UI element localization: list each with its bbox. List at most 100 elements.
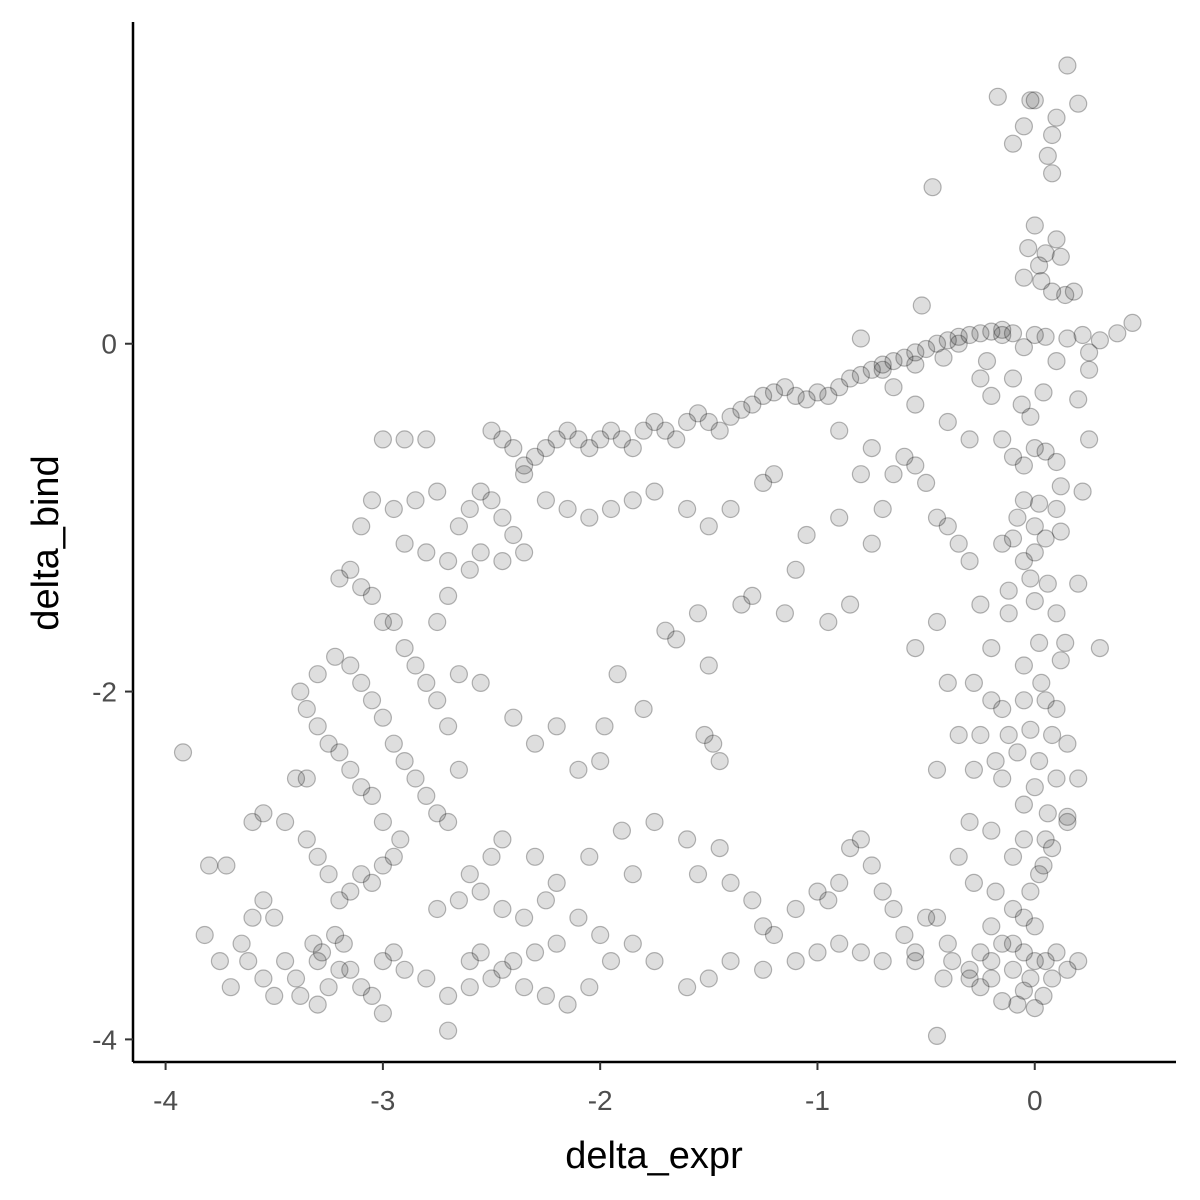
data-point	[786, 386, 805, 405]
data-point	[341, 760, 360, 779]
data-point	[732, 595, 751, 614]
data-point	[645, 482, 664, 501]
data-point	[927, 508, 947, 527]
data-point	[993, 934, 1012, 953]
data-point	[775, 378, 795, 397]
data-point	[912, 296, 931, 315]
data-point	[319, 978, 338, 997]
data-point	[591, 751, 610, 771]
data-point	[373, 430, 392, 449]
data-point	[1123, 313, 1142, 332]
data-point	[493, 899, 512, 919]
data-point	[391, 830, 410, 849]
data-point	[1021, 407, 1040, 426]
data-point	[384, 943, 403, 962]
data-point	[428, 804, 447, 823]
data-point	[308, 995, 327, 1014]
data-point	[1051, 247, 1070, 266]
data-point	[297, 830, 316, 849]
data-point	[1025, 91, 1044, 110]
data-point	[993, 320, 1012, 339]
data-point	[753, 473, 773, 492]
data-point	[949, 534, 968, 553]
data-point	[460, 978, 479, 997]
data-point	[808, 943, 827, 962]
data-point	[373, 812, 392, 832]
data-point	[341, 560, 360, 579]
data-point	[1029, 633, 1049, 653]
data-point	[906, 343, 925, 362]
data-point	[547, 934, 566, 953]
data-point	[971, 324, 990, 343]
data-point	[862, 360, 881, 379]
data-point	[580, 847, 599, 866]
data-point	[428, 899, 447, 919]
data-point	[1014, 268, 1034, 287]
data-point	[916, 908, 936, 927]
data-point	[688, 604, 708, 623]
data-point	[982, 969, 1001, 988]
data-point	[927, 1026, 947, 1046]
data-point	[504, 708, 523, 727]
data-point	[1042, 725, 1062, 745]
data-point	[993, 430, 1012, 449]
data-point	[536, 891, 556, 910]
data-point	[1079, 360, 1099, 379]
data-point	[699, 412, 718, 432]
data-point	[743, 395, 762, 414]
data-point	[1014, 981, 1034, 1000]
data-point	[1038, 574, 1057, 593]
data-point	[971, 943, 990, 962]
data-point	[819, 612, 838, 632]
data-point	[840, 369, 860, 388]
data-point	[1014, 491, 1034, 510]
data-point	[1014, 795, 1034, 814]
data-point	[851, 365, 871, 385]
data-point	[1047, 352, 1066, 371]
data-point	[1003, 447, 1023, 466]
data-point	[645, 951, 664, 971]
data-point	[439, 986, 458, 1006]
data-point	[373, 1004, 392, 1023]
data-point	[373, 951, 392, 971]
data-point	[949, 334, 968, 353]
data-point	[558, 421, 577, 440]
data-point	[1069, 94, 1088, 113]
data-point	[341, 960, 360, 979]
data-point	[677, 978, 697, 997]
data-point	[439, 586, 458, 606]
data-point	[1021, 569, 1040, 588]
data-point	[254, 891, 273, 910]
data-point	[1025, 951, 1044, 971]
data-point	[895, 925, 914, 945]
data-point	[808, 882, 827, 901]
data-point	[417, 786, 436, 806]
data-point	[471, 673, 490, 693]
data-point	[352, 517, 371, 536]
data-point	[210, 951, 229, 971]
data-point	[591, 430, 610, 449]
data-point	[938, 331, 957, 350]
data-point	[493, 960, 512, 979]
data-point	[417, 673, 436, 693]
data-point	[1003, 134, 1023, 153]
x-tick-label: -1	[805, 1085, 830, 1116]
data-point	[699, 656, 718, 675]
data-point	[840, 838, 860, 858]
data-point	[1058, 960, 1077, 979]
data-point	[439, 812, 458, 832]
data-point	[601, 421, 621, 440]
data-point	[667, 630, 686, 649]
data-point	[1051, 651, 1070, 670]
data-point	[1056, 285, 1075, 305]
data-point	[938, 673, 957, 693]
data-point	[547, 873, 566, 893]
data-point	[580, 508, 599, 527]
data-point	[786, 899, 805, 919]
data-point	[569, 430, 588, 449]
data-point	[395, 960, 414, 979]
data-point	[308, 665, 327, 684]
data-point	[988, 87, 1007, 106]
data-point	[934, 348, 953, 367]
data-point	[732, 400, 751, 419]
